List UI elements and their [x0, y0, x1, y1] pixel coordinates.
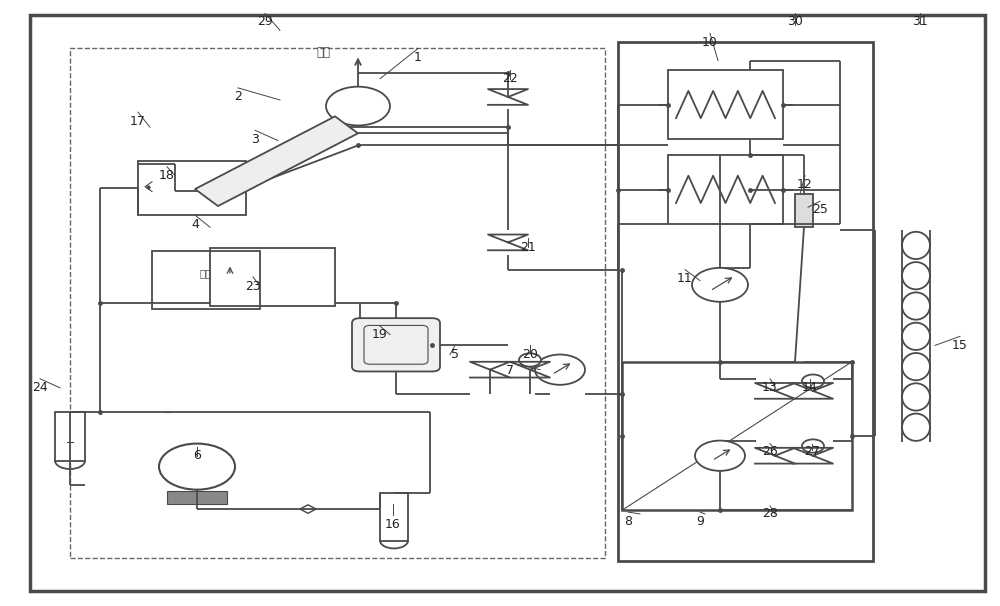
Bar: [210, 248, 335, 306]
Text: 30: 30: [787, 15, 803, 28]
Text: 12: 12: [797, 178, 813, 191]
FancyBboxPatch shape: [352, 318, 440, 371]
Text: 23: 23: [245, 279, 261, 293]
Polygon shape: [195, 116, 358, 206]
Text: 14: 14: [802, 381, 818, 395]
Text: 17: 17: [130, 115, 146, 128]
Bar: [167, 491, 227, 504]
Text: 31: 31: [912, 15, 928, 28]
Text: 29: 29: [257, 15, 273, 28]
Text: 2: 2: [234, 90, 242, 104]
Bar: [668, 70, 783, 139]
Bar: [795, 194, 813, 227]
Bar: [70, 48, 605, 558]
Text: 11: 11: [677, 272, 693, 285]
Text: 10: 10: [702, 36, 718, 49]
Text: 20: 20: [522, 348, 538, 361]
Text: 27: 27: [804, 445, 820, 458]
Circle shape: [535, 355, 585, 385]
Circle shape: [159, 444, 235, 490]
Bar: [618, 42, 873, 561]
Circle shape: [695, 441, 745, 471]
Text: 21: 21: [520, 241, 536, 254]
Text: 8: 8: [624, 514, 632, 528]
Bar: [152, 251, 260, 309]
Text: 24: 24: [32, 381, 48, 395]
Text: 15: 15: [952, 339, 968, 352]
Bar: [138, 161, 246, 215]
Bar: [622, 362, 852, 510]
Text: 1: 1: [414, 51, 422, 64]
Text: 13: 13: [762, 381, 778, 395]
Text: 28: 28: [762, 507, 778, 521]
Text: 26: 26: [762, 445, 778, 458]
Text: 回风: 回风: [200, 268, 212, 278]
Text: 22: 22: [502, 72, 518, 85]
Text: 6: 6: [193, 449, 201, 462]
Circle shape: [519, 353, 541, 367]
Text: 4: 4: [191, 218, 199, 231]
Text: 3: 3: [251, 133, 259, 146]
Circle shape: [802, 439, 824, 453]
Bar: [380, 493, 408, 541]
Bar: [668, 155, 783, 224]
Text: 19: 19: [372, 328, 388, 341]
Circle shape: [326, 87, 390, 125]
Circle shape: [802, 375, 824, 388]
Text: 16: 16: [385, 518, 401, 531]
Text: 5: 5: [451, 348, 459, 361]
Text: 18: 18: [159, 169, 175, 182]
Text: 25: 25: [812, 202, 828, 216]
Text: 9: 9: [696, 514, 704, 528]
Bar: [55, 412, 85, 461]
Text: 7: 7: [506, 364, 514, 378]
Circle shape: [692, 268, 748, 302]
Text: 送风: 送风: [316, 46, 330, 59]
